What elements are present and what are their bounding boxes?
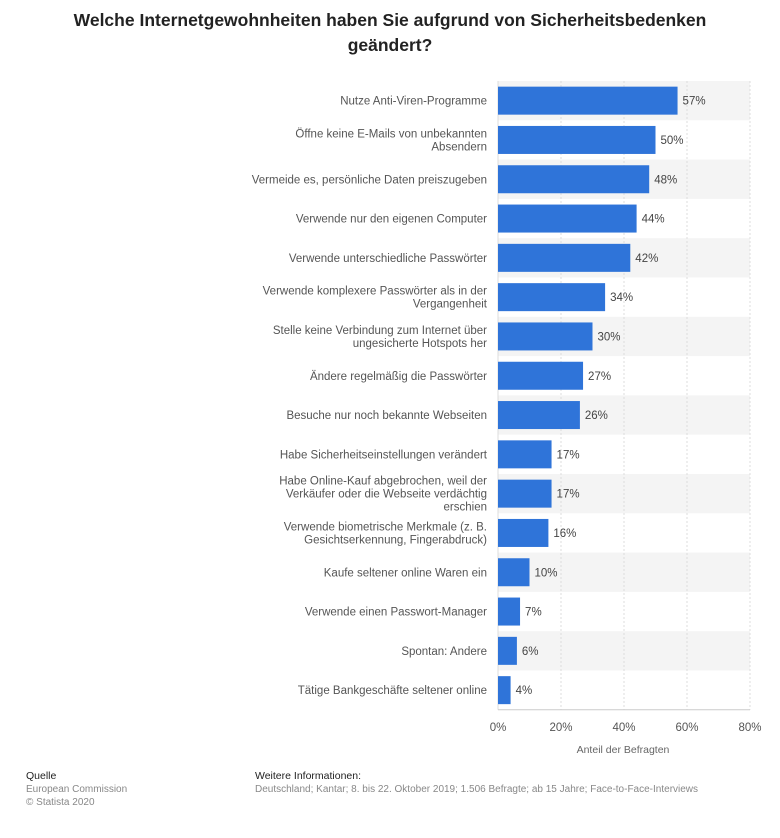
bar — [498, 125, 656, 154]
bar — [498, 401, 580, 430]
category-label: Verwende unterschiedliche Passwörter — [289, 253, 487, 265]
data-label: 6% — [522, 646, 539, 658]
category-label: Verwende komplexere Passwörter als in de… — [263, 286, 488, 298]
bar — [498, 479, 552, 508]
info-text: Deutschland; Kantar; 8. bis 22. Oktober … — [255, 784, 699, 795]
source-heading: Quelle — [26, 770, 57, 782]
bar — [498, 676, 511, 705]
category-label: Spontan: Andere — [401, 646, 487, 658]
bar — [498, 518, 549, 547]
data-label: 48% — [654, 174, 677, 186]
data-label: 10% — [535, 567, 558, 579]
bar — [498, 440, 552, 469]
category-label: Absendern — [431, 141, 487, 153]
category-label: Ändere regelmäßig die Passwörter — [310, 371, 487, 383]
bar — [498, 86, 678, 115]
data-label: 7% — [525, 607, 542, 619]
tick-label: 0% — [490, 722, 507, 734]
bar — [498, 165, 650, 194]
category-label: Verwende nur den eigenen Computer — [296, 214, 487, 226]
data-label: 17% — [557, 489, 580, 501]
category-label: Verwende einen Passwort-Manager — [305, 607, 487, 619]
bar-chart: 57% Nutze Anti-Viren-Programme 50% Öffne ke… — [252, 81, 762, 756]
category-label: Kaufe seltener online Waren ein — [324, 567, 487, 579]
data-label: 4% — [516, 685, 533, 697]
category-label: Vermeide es, persönliche Daten preiszuge… — [252, 174, 487, 186]
category-label: ungesicherte Hotspots her — [353, 338, 487, 350]
tick-label: 40% — [612, 722, 635, 734]
x-axis-title: Anteil der Befragten — [577, 744, 670, 756]
bar — [498, 283, 606, 312]
data-label: 34% — [610, 292, 633, 304]
data-label: 57% — [683, 96, 706, 108]
data-label: 16% — [553, 528, 576, 540]
bar — [498, 322, 593, 351]
category-label: Stelle keine Verbindung zum Internet übe… — [273, 325, 487, 337]
data-label: 17% — [557, 449, 580, 461]
category-label: Nutze Anti-Viren-Programme — [340, 96, 487, 108]
category-label: erschien — [444, 502, 487, 514]
info-heading: Weitere Informationen: — [255, 770, 362, 782]
category-label: Verkäufer oder die Webseite verdächtig — [286, 489, 487, 501]
bar — [498, 558, 530, 587]
category-label: Öffne keine E-Mails von unbekannten — [295, 128, 487, 140]
chart-title: Welche Internetgewohnheiten haben Sie au… — [73, 10, 707, 55]
bar — [498, 204, 637, 233]
data-label: 27% — [588, 371, 611, 383]
data-label: 26% — [585, 410, 608, 422]
footer-source: Quelle European Commission © Statista 20… — [26, 770, 127, 809]
data-label: 50% — [661, 135, 684, 147]
data-label: 44% — [642, 214, 665, 226]
tick-label: 20% — [549, 722, 572, 734]
tick-label: 80% — [738, 722, 761, 734]
category-label: Besuche nur noch bekannte Webseiten — [286, 410, 487, 422]
bar — [498, 243, 631, 272]
bar — [498, 597, 521, 626]
category-label: Tätige Bankgeschäfte seltener online — [298, 685, 487, 697]
category-label: Vergangenheit — [413, 299, 488, 311]
footer-info: Weitere Informationen: Deutschland; Kant… — [255, 770, 698, 796]
tick-label: 60% — [675, 722, 698, 734]
data-label: 42% — [635, 253, 658, 265]
category-label: Habe Sicherheitseinstellungen verändert — [280, 449, 488, 461]
bar — [498, 636, 517, 665]
copyright-line: © Statista 2020 — [26, 797, 95, 808]
data-label: 30% — [598, 331, 621, 343]
bar — [498, 361, 584, 390]
source-line: European Commission — [26, 784, 128, 795]
category-label: Habe Online-Kauf abgebrochen, weil der — [279, 476, 487, 488]
category-label: Verwende biometrische Merkmale (z. B. — [284, 521, 487, 533]
category-label: Gesichtserkennung, Fingerabdruck) — [304, 534, 487, 546]
